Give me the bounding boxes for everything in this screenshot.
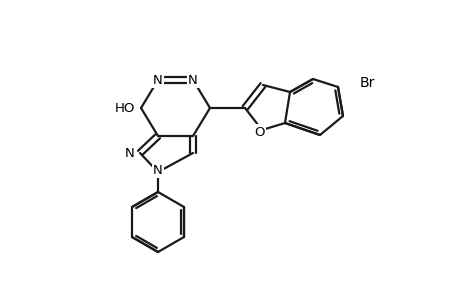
Text: HO: HO bbox=[114, 101, 134, 115]
Text: N: N bbox=[153, 74, 162, 86]
Text: Br: Br bbox=[359, 76, 375, 90]
Text: O: O bbox=[254, 125, 265, 139]
Text: N: N bbox=[153, 164, 162, 176]
Text: N: N bbox=[125, 146, 134, 160]
Text: N: N bbox=[188, 74, 197, 86]
